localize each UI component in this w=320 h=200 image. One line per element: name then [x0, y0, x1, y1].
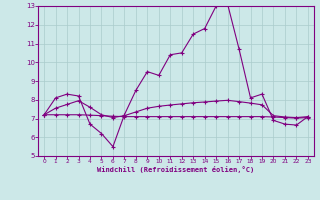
X-axis label: Windchill (Refroidissement éolien,°C): Windchill (Refroidissement éolien,°C): [97, 166, 255, 173]
